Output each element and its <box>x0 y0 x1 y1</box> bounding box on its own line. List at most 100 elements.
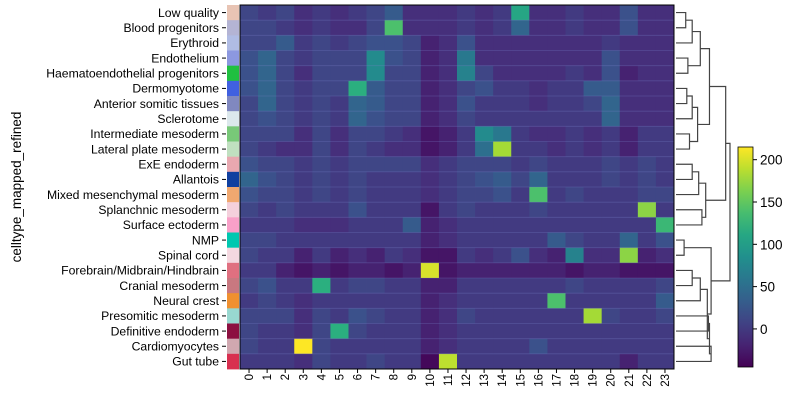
heatmap-cell <box>601 232 621 249</box>
heatmap-cell <box>583 353 603 370</box>
heatmap-cell <box>276 141 295 158</box>
heatmap-cell <box>258 50 277 67</box>
colorbar-tick-label: 0 <box>760 322 768 337</box>
heatmap-cell <box>655 338 675 355</box>
heatmap-cell <box>366 80 386 97</box>
heatmap-cell <box>276 50 295 67</box>
heatmap-cell <box>529 50 548 67</box>
heatmap-cell <box>384 232 404 249</box>
heatmap-cell <box>294 232 313 249</box>
heatmap-cell <box>547 96 566 112</box>
column-label: 7 <box>371 374 383 380</box>
heatmap-cell <box>565 323 584 340</box>
heatmap-cell <box>493 96 512 112</box>
row-label: Low quality <box>158 6 220 20</box>
heatmap-cell <box>348 80 367 97</box>
heatmap-cell <box>637 232 657 249</box>
heatmap-cell <box>655 187 675 203</box>
heatmap-cell <box>420 217 440 233</box>
dendrogram-branch <box>676 345 712 363</box>
column-label: 8 <box>389 374 401 380</box>
heatmap-cell <box>511 278 530 294</box>
heatmap-cell <box>493 308 512 324</box>
heatmap-cell <box>384 111 404 127</box>
heatmap-cell <box>457 217 476 233</box>
heatmap-cell <box>619 111 639 127</box>
heatmap-cell <box>366 111 386 127</box>
heatmap-cell <box>420 247 440 264</box>
heatmap-cell <box>511 80 530 97</box>
heatmap-cell <box>384 50 404 67</box>
heatmap-cell <box>547 217 566 233</box>
heatmap-cell <box>655 50 675 67</box>
colorbar-tick-label: 50 <box>760 280 775 295</box>
heatmap-cell <box>384 35 404 51</box>
heatmap-cell <box>402 187 422 203</box>
column-label: 22 <box>642 374 654 387</box>
row-label: Lateral plate mesoderm <box>91 142 219 156</box>
heatmap-cell <box>547 338 566 355</box>
heatmap-cell <box>583 308 603 324</box>
heatmap-cell <box>547 126 566 142</box>
heatmap-cell <box>438 202 458 218</box>
heatmap-cell <box>258 20 277 36</box>
heatmap-cell <box>366 232 386 249</box>
row-color-annotation <box>227 5 239 370</box>
column-label: 20 <box>606 374 618 387</box>
heatmap-cell <box>529 323 548 340</box>
heatmap-cell <box>294 156 313 173</box>
heatmap-cell <box>312 217 331 233</box>
heatmap-cell <box>457 141 476 158</box>
heatmap-cell <box>637 5 657 21</box>
heatmap-cell <box>547 20 566 36</box>
heatmap-cell <box>565 35 584 51</box>
heatmap-cell <box>420 96 440 112</box>
heatmap-cell <box>438 126 458 142</box>
heatmap-cell <box>565 5 584 21</box>
heatmap-cell <box>276 171 295 188</box>
heatmap-cell <box>601 293 621 309</box>
heatmap-cell <box>565 80 584 97</box>
heatmap-cell <box>655 323 675 340</box>
heatmap-cell <box>384 338 404 355</box>
heatmap-cell <box>348 171 367 188</box>
heatmap-cell <box>276 80 295 97</box>
heatmap-cell <box>475 126 494 142</box>
heatmap-cell <box>493 217 512 233</box>
heatmap-cell <box>601 187 621 203</box>
heatmap-cell <box>583 96 603 112</box>
heatmap-cell <box>348 50 367 67</box>
heatmap-cell <box>565 50 584 67</box>
heatmap-cell <box>240 50 259 67</box>
heatmap-cell <box>583 50 603 67</box>
heatmap-cell <box>511 171 530 188</box>
heatmap-cell <box>402 65 422 82</box>
heatmap-cell <box>240 96 259 112</box>
heatmap-cell <box>348 141 367 158</box>
heatmap-cell <box>583 111 603 127</box>
heatmap-cell <box>348 232 367 249</box>
colorbar: 0 50 100 150 200 <box>737 146 783 368</box>
heatmap-cell <box>384 308 404 324</box>
heatmap-cell <box>258 293 277 309</box>
heatmap-cell <box>457 126 476 142</box>
heatmap-cell <box>601 217 621 233</box>
row-color-swatch <box>227 65 239 82</box>
heatmap-cell <box>493 156 512 173</box>
dendrogram-branch <box>676 87 688 105</box>
heatmap-cell <box>583 323 603 340</box>
heatmap-cell <box>547 187 566 203</box>
heatmap-cell <box>312 353 331 370</box>
heatmap-cell <box>565 353 584 370</box>
heatmap-cell <box>438 50 458 67</box>
heatmap-cell <box>637 96 657 112</box>
heatmap-cell <box>601 308 621 324</box>
heatmap-cell <box>475 202 494 218</box>
heatmap-cell <box>619 65 639 82</box>
heatmap-cell <box>402 126 422 142</box>
row-color-swatch <box>227 262 239 279</box>
heatmap-cell <box>402 171 422 188</box>
heatmap-cell <box>294 141 313 158</box>
heatmap-cell <box>601 80 621 97</box>
heatmap-cell <box>330 65 349 82</box>
